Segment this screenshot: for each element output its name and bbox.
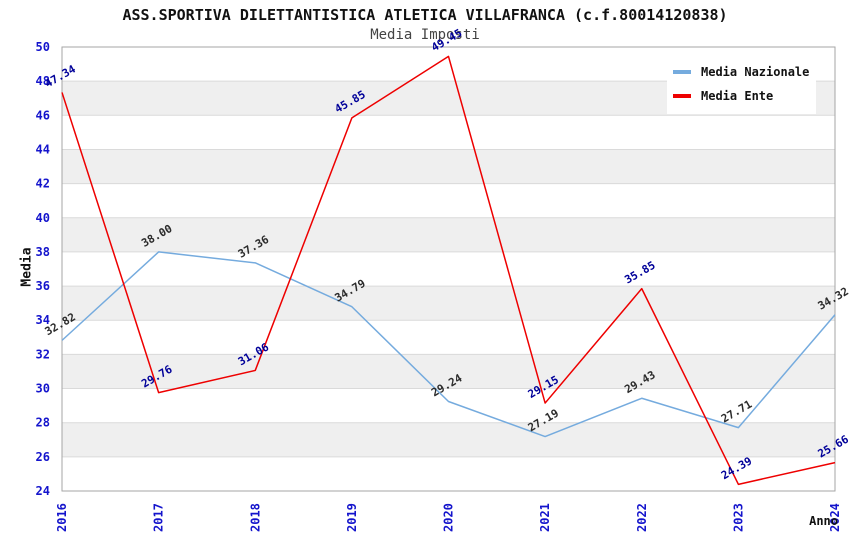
plot-band <box>62 422 835 457</box>
legend: Media Nazionale Media Ente <box>667 56 816 114</box>
y-tick-label: 44 <box>36 142 50 156</box>
series-line-media-nazionale <box>61 251 836 438</box>
legend-label-nazionale: Media Nazionale <box>701 65 810 79</box>
data-label-media-ente: 49.45 <box>429 26 464 54</box>
y-tick-label: 50 <box>36 40 50 54</box>
y-tick-label: 36 <box>36 279 50 293</box>
y-tick-label: 32 <box>36 347 50 361</box>
legend-item-media-nazionale: Media Nazionale <box>673 60 816 84</box>
legend-item-media-ente: Media Ente <box>673 84 816 108</box>
legend-marker-ente-icon <box>673 94 691 98</box>
x-tick-label: 2016 <box>55 503 69 532</box>
x-tick-label: 2018 <box>248 503 262 532</box>
x-tick-label: 2024 <box>828 503 842 532</box>
y-tick-label: 38 <box>36 245 50 259</box>
y-tick-label: 46 <box>36 108 50 122</box>
chart-title: ASS.SPORTIVA DILETTANTISTICA ATLETICA VI… <box>122 6 728 24</box>
x-tick-label: 2022 <box>635 503 649 532</box>
data-label-media-ente: 35.85 <box>622 259 657 287</box>
plot-border <box>61 46 836 492</box>
data-label-media-ente: 24.39 <box>719 454 754 482</box>
chart-subtitle: Media Imposti <box>370 27 480 43</box>
x-tick-label: 2019 <box>345 503 359 532</box>
legend-label-ente: Media Ente <box>701 89 774 103</box>
y-tick-label: 26 <box>36 450 50 464</box>
x-tick-label: 2017 <box>152 503 166 532</box>
y-tick-label: 40 <box>36 211 50 225</box>
plot-band <box>62 354 835 389</box>
y-tick-label: 30 <box>36 382 50 396</box>
x-tick-label: 2021 <box>538 503 552 532</box>
y-tick-label: 34 <box>36 313 50 327</box>
x-tick-label: 2020 <box>442 503 456 532</box>
y-tick-label: 42 <box>36 177 50 191</box>
x-tick-label: 2023 <box>731 503 745 532</box>
y-tick-label: 28 <box>36 416 50 430</box>
series-line-media-ente <box>61 55 836 486</box>
plot-band <box>62 149 835 184</box>
data-label-media-nazionale: 27.71 <box>719 398 755 426</box>
x-axis-title: Anno <box>809 514 838 528</box>
legend-marker-nazionale-icon <box>673 70 691 74</box>
plot-band <box>62 286 835 321</box>
y-tick-label: 24 <box>36 484 50 498</box>
plot-band <box>62 217 835 252</box>
y-tick-label: 48 <box>36 74 50 88</box>
